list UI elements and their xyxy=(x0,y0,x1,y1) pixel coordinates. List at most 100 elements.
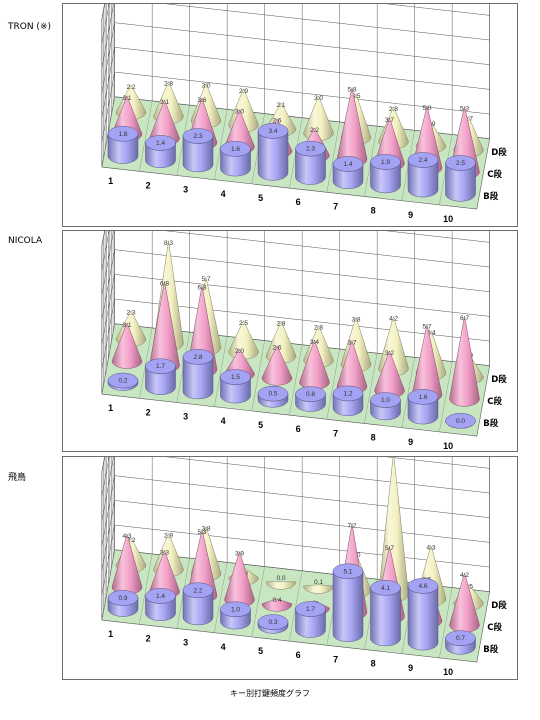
value-label: 0.9 xyxy=(118,595,127,602)
value-label: 7.2 xyxy=(347,522,356,529)
floor-grid xyxy=(439,361,453,432)
category-label: 7 xyxy=(333,428,338,438)
value-label: 1.0 xyxy=(231,606,240,613)
cylinder-top xyxy=(295,140,326,157)
value-label: 2.5 xyxy=(239,320,248,327)
category-label: 1 xyxy=(108,176,113,186)
value-label: 1.8 xyxy=(118,131,127,138)
value-label: 3.6 xyxy=(197,97,206,104)
mark-B-5 xyxy=(257,123,289,181)
value-label: 6.7 xyxy=(460,315,469,322)
mark-B-3 xyxy=(182,128,214,173)
mark-B-10 xyxy=(445,155,476,202)
cone-body xyxy=(261,345,293,386)
value-label: 3.5 xyxy=(351,93,360,100)
value-label: 5.7 xyxy=(422,323,431,330)
cylinder-top xyxy=(332,563,364,580)
row-label: B段 xyxy=(483,418,498,429)
floor-grid xyxy=(101,323,115,395)
floor-grid xyxy=(251,566,265,637)
chart-frame-tron: 2.2 2.8 3.0 2.9 2.1 3.0 3.5 2.8 1.9 2.7 3.1 3.1 3.6 3… xyxy=(62,3,518,227)
cone-body xyxy=(111,322,143,369)
value-label: 3.1 xyxy=(122,322,131,329)
value-label: 3.8 xyxy=(201,526,210,533)
value-label: 1.4 xyxy=(156,593,165,600)
category-label: 6 xyxy=(296,650,301,660)
floor-grid xyxy=(251,340,265,411)
value-label: 5.7 xyxy=(201,276,210,283)
category-label: 3 xyxy=(183,412,188,422)
mark-B-5 xyxy=(257,385,289,408)
floor-grid xyxy=(101,549,115,621)
value-label: 3.3 xyxy=(160,550,169,557)
mark-B-3 xyxy=(182,349,214,400)
value-label: 2.1 xyxy=(276,102,285,109)
value-label: 3.4 xyxy=(310,339,319,346)
value-label: 3.9 xyxy=(235,551,244,558)
category-label: 3 xyxy=(183,185,188,195)
floor-grid xyxy=(401,357,415,428)
mark-B-10 xyxy=(445,413,476,429)
category-label: 1 xyxy=(108,629,113,639)
category-label: 6 xyxy=(296,424,301,434)
mark-B-4 xyxy=(220,369,251,404)
gridline-side xyxy=(101,231,105,247)
value-label: 1.7 xyxy=(156,363,165,370)
value-label: 0.0 xyxy=(276,575,285,582)
mark-B-6 xyxy=(295,386,326,412)
mark-C-10 xyxy=(449,316,480,407)
floor-grid xyxy=(326,121,340,193)
cylinder-top xyxy=(295,386,326,402)
figure-caption: キー別打鍵頻度グラフ xyxy=(230,689,310,698)
mark-D-4 xyxy=(228,320,259,360)
row-label: D段 xyxy=(491,147,507,158)
mark-B-5 xyxy=(257,614,289,634)
value-label: 1.6 xyxy=(231,146,240,153)
value-label: 11.5 xyxy=(387,457,400,459)
value-label: 4.3 xyxy=(426,545,435,552)
mark-B-7 xyxy=(332,563,364,642)
value-label: 5.0 xyxy=(422,105,431,112)
chart-frame-asuka: 2.22.93.80.80.00.13.011.54.31.54.33.35.3… xyxy=(62,456,518,680)
value-label: 2.3 xyxy=(126,310,135,317)
gridline-back xyxy=(385,231,490,243)
floor-grid xyxy=(139,327,153,399)
cylinder-top xyxy=(445,155,476,171)
cone-chart-asuka: 2.22.93.80.80.00.13.011.54.31.54.33.35.3… xyxy=(101,457,507,677)
floor-grid xyxy=(289,344,303,416)
mark-B-1 xyxy=(107,590,139,617)
value-label: 2.6 xyxy=(272,345,281,352)
chart-title-tron: TRON (※) xyxy=(8,22,51,32)
mark-B-9 xyxy=(407,152,439,198)
mark-B-7 xyxy=(332,385,364,416)
category-label: 10 xyxy=(443,441,453,451)
floor-grid xyxy=(214,562,228,633)
mark-B-1 xyxy=(107,126,139,164)
mark-B-2 xyxy=(145,135,176,168)
gridline-side xyxy=(101,457,105,473)
mark-B-1 xyxy=(107,372,139,391)
cylinder-top xyxy=(145,358,176,374)
value-label: 1.5 xyxy=(231,374,240,381)
floor-grid xyxy=(476,138,490,210)
value-label: 2.6 xyxy=(272,118,281,125)
value-label: 0.8 xyxy=(306,391,315,398)
cylinder-top xyxy=(257,123,289,139)
value-label: 5.8 xyxy=(347,87,356,94)
value-label: 2.5 xyxy=(456,160,465,167)
value-label: 2.3 xyxy=(193,133,202,140)
cylinder-top xyxy=(332,385,364,402)
category-label: 7 xyxy=(333,201,338,211)
value-label: 3.0 xyxy=(201,82,210,89)
floor-grid xyxy=(139,100,153,172)
category-label: 4 xyxy=(221,416,226,426)
row-label: B段 xyxy=(483,191,498,202)
value-label: 2.8 xyxy=(389,106,398,113)
cylinder-top xyxy=(257,385,289,402)
value-label: 2.2 xyxy=(126,84,135,91)
row-label: C段 xyxy=(487,396,502,407)
category-label: 8 xyxy=(371,206,376,216)
cylinder-top xyxy=(182,128,214,144)
cylinder-top xyxy=(145,588,176,604)
category-label: 3 xyxy=(183,638,188,648)
